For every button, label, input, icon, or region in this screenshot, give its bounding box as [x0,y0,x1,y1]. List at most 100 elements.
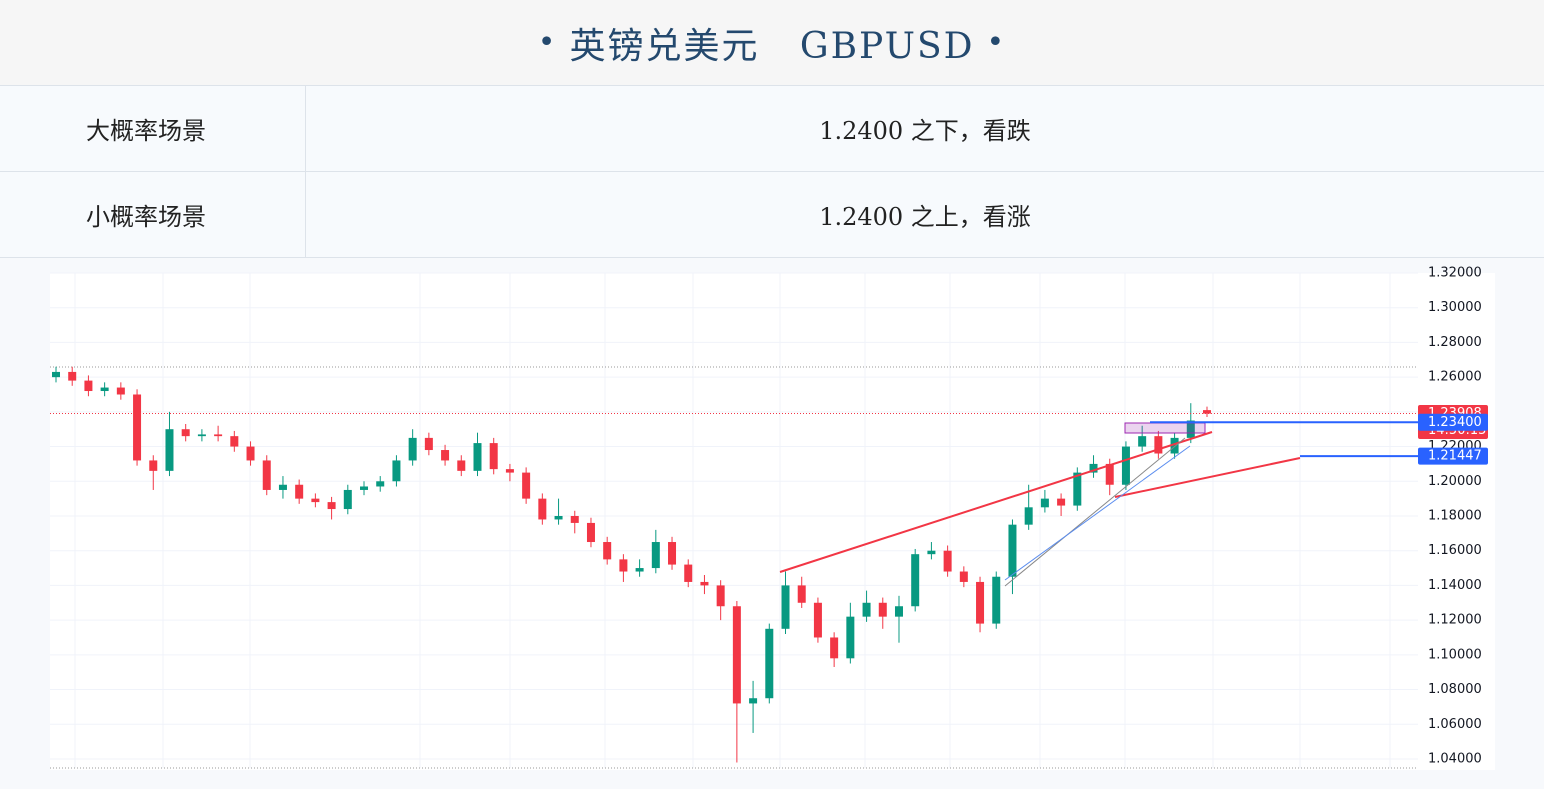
candle-body [1154,436,1163,454]
candle-body [165,429,174,471]
candle-body [668,542,677,565]
zone [1124,422,1206,434]
price-badge [1418,447,1488,465]
candle-body [376,481,385,487]
y-tick-label: 1.08000 [1428,682,1482,697]
candle-body [959,571,968,582]
y-tick-label: 1.14000 [1428,578,1482,593]
candle-body [1138,436,1147,447]
candle-body [635,568,644,572]
cell: 小概率场景 [0,172,306,257]
y-tick-label: 1.10000 [1428,647,1482,662]
candle-body [473,443,482,471]
header: • 英镑兑美元 GBPUSD • [0,0,1544,86]
candle-body [1121,446,1130,485]
candle-body [1008,524,1017,577]
cell: 1.2400 之下，看跌 [819,117,1031,145]
candle-body [133,394,142,461]
candle-body [262,460,271,490]
candle-body [749,698,758,704]
candle-body [1203,410,1211,414]
y-tick-label: 1.12000 [1428,613,1482,628]
grid [50,272,1418,768]
candle-body [976,581,985,624]
candle-body [343,489,352,510]
trend-line [1114,457,1301,498]
candle-body [1186,420,1195,438]
candle-body [1073,472,1082,506]
candle-body [651,542,660,569]
trend-line [779,431,1213,573]
table-row: 小概率场景 1.2400 之上，看涨 [0,172,1544,258]
candle-body [765,628,774,699]
candle-body [684,564,693,582]
candle-body [457,460,466,471]
candle-body [878,602,887,617]
candle-body [100,387,109,392]
candle-body [278,484,287,490]
chart: 1.04000 1.06000 1.08000 1.10000 1.12000 1.140… [50,266,1495,770]
y-tick-label: 1.26000 [1428,370,1482,385]
candle-body [538,498,547,520]
candle-body [830,637,839,659]
y-tick-label: 1.30000 [1428,300,1482,315]
candle-body [489,443,498,470]
candle-body [408,437,417,461]
candle-body [570,515,579,523]
y-tick-label: 1.32000 [1428,266,1482,281]
candle-body [943,550,952,572]
trend-line [1004,437,1186,587]
candle-body [311,498,320,503]
y-tick-label: 1.16000 [1428,543,1482,558]
candle-body [424,437,433,451]
candle-body [1089,463,1098,473]
cell: 大概率场景 [0,86,306,171]
candle-body [84,380,93,392]
y-tick-label: 1.06000 [1428,717,1482,732]
candle-body [230,436,239,447]
candle-body [505,469,514,473]
candle-body [392,460,401,482]
price-label: 1.23400 [1428,415,1482,430]
table-row: 大概率场景 1.2400 之下，看跌 [0,86,1544,172]
candle-body [554,515,563,520]
candle-body [214,434,223,437]
y-tick-label: 1.18000 [1428,508,1482,523]
candle-body [1170,437,1179,454]
price-badge [1418,413,1488,431]
candle-body [732,606,741,704]
candle-body [116,387,125,395]
candle-body [911,554,920,607]
candle-body [181,429,190,437]
candle-body [781,585,790,629]
candle-body [52,371,60,378]
trend-line [1004,445,1191,581]
price-label: 1.21447 [1428,449,1482,464]
candle-body [1024,507,1033,525]
candle-body [360,486,369,490]
candle-body [813,602,822,638]
candle-body [862,602,871,617]
candle-body [894,606,903,617]
candle-body [1105,463,1114,485]
candle-body [327,502,336,510]
candle-body [1057,498,1066,506]
candle-body [603,542,612,560]
candle-body [700,581,709,586]
candle-body [295,484,304,499]
candle-body [619,559,628,572]
candle-body [927,550,936,555]
candle-body [1040,498,1049,508]
candle-body [441,450,450,461]
candle-body [522,472,531,499]
title: 英镑兑美元 GBPUSD [569,25,975,67]
candle-body [797,585,806,603]
candle-body [846,616,855,659]
candle-body [716,585,725,607]
y-tick-label: 1.28000 [1428,335,1482,350]
cell: 1.2400 之上，看涨 [819,203,1031,231]
candle-body [586,522,595,543]
candle-body [68,371,77,381]
candle-body [149,460,158,471]
